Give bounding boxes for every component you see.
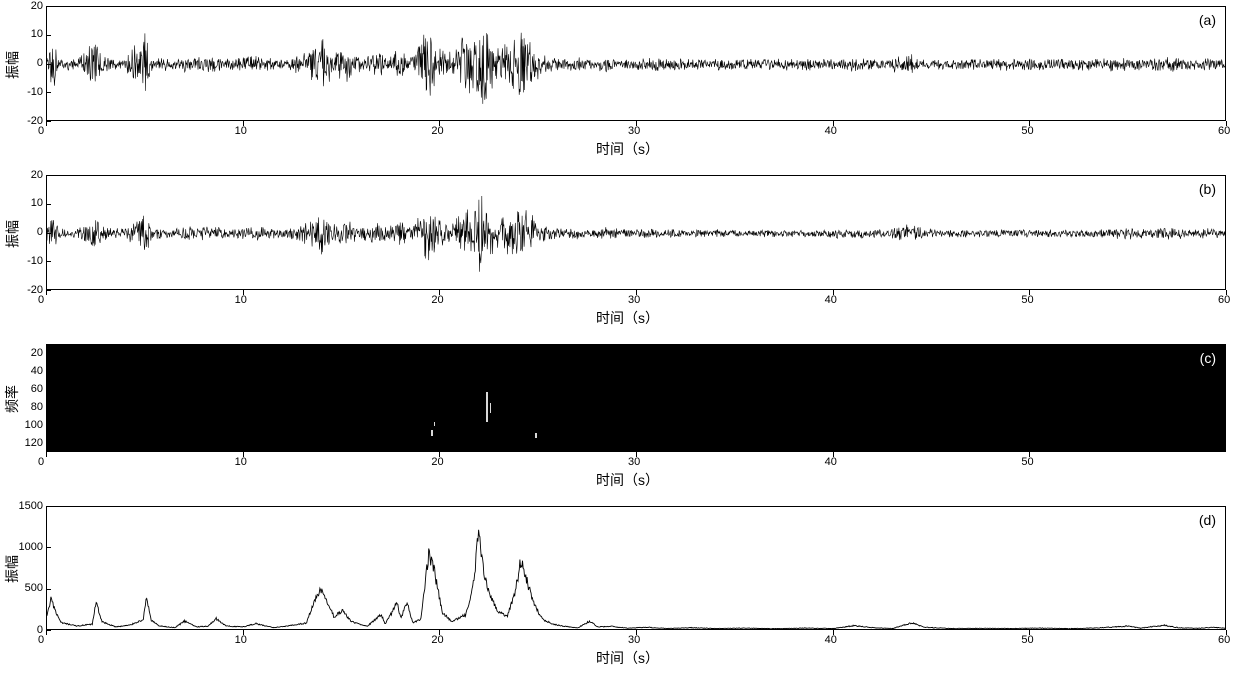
- xtick-label: 0: [38, 634, 44, 646]
- ytick-label: 1500: [19, 500, 43, 512]
- panel-b-ylabel: 振幅: [2, 176, 22, 291]
- xtick-label: 20: [431, 294, 443, 306]
- xtick-label: 50: [1021, 456, 1033, 468]
- panel-a-signal: [47, 7, 1226, 121]
- panel-d-ylabel: 振幅: [2, 507, 22, 631]
- spectrogram-speckle: [490, 403, 491, 413]
- spectrogram-speckle: [434, 422, 435, 426]
- xtick-label: 10: [235, 456, 247, 468]
- ytick-label: -10: [27, 86, 43, 98]
- panel-c-xlabel: 时间（s）: [596, 470, 659, 490]
- xtick-label: 30: [628, 294, 640, 306]
- panel-d-letter: (d): [1199, 512, 1216, 528]
- ytick-label: 20: [31, 169, 43, 181]
- panel-c-plot: [46, 344, 1226, 452]
- ytick-label: 120: [25, 437, 43, 449]
- ytick-label: 20: [31, 0, 43, 12]
- ytick-mark: [46, 547, 51, 548]
- xtick-label: 50: [1021, 634, 1033, 646]
- ytick-mark: [46, 35, 51, 36]
- xtick-label: 30: [628, 456, 640, 468]
- xtick-mark: [46, 452, 47, 457]
- panel-b-xlabel: 时间（s）: [596, 308, 659, 328]
- ytick-mark: [46, 92, 51, 93]
- xtick-label: 0: [38, 456, 44, 468]
- ytick-mark: [46, 64, 51, 65]
- xtick-label: 30: [628, 125, 640, 137]
- panel-d-xlabel: 时间（s）: [596, 648, 659, 668]
- ytick-label: -10: [27, 255, 43, 267]
- xtick-label: 0: [38, 294, 44, 306]
- xtick-label: 60: [1218, 634, 1230, 646]
- panel-b-letter: (b): [1199, 181, 1216, 197]
- ytick-mark: [46, 175, 51, 176]
- xtick-label: 60: [1218, 125, 1230, 137]
- xtick-label: 20: [431, 125, 443, 137]
- xtick-label: 40: [825, 634, 837, 646]
- xtick-mark: [46, 290, 47, 295]
- ytick-label: 0: [37, 57, 43, 69]
- xtick-label: 50: [1021, 125, 1033, 137]
- ytick-mark: [46, 589, 51, 590]
- ytick-label: 10: [31, 197, 43, 209]
- xtick-label: 40: [825, 125, 837, 137]
- spectrogram-speckle: [431, 430, 433, 436]
- panel-c-letter: (c): [1200, 350, 1216, 366]
- xtick-label: 10: [235, 125, 247, 137]
- ytick-label: 10: [31, 28, 43, 40]
- ytick-mark: [46, 6, 51, 7]
- xtick-mark: [46, 121, 47, 126]
- xtick-label: 10: [235, 634, 247, 646]
- ytick-label: 60: [31, 383, 43, 395]
- xtick-label: 30: [628, 634, 640, 646]
- xtick-label: 50: [1021, 294, 1033, 306]
- ytick-mark: [46, 389, 51, 390]
- panel-a-xlabel: 时间（s）: [596, 139, 659, 159]
- ytick-label: 40: [31, 365, 43, 377]
- xtick-label: 0: [38, 125, 44, 137]
- panel-d-plot: [46, 506, 1226, 630]
- ytick-mark: [46, 443, 51, 444]
- ytick-mark: [46, 353, 51, 354]
- spectrogram-speckle: [535, 433, 537, 438]
- panel-a-ylabel: 振幅: [2, 7, 22, 122]
- ytick-label: 80: [31, 401, 43, 413]
- panel-a-plot: [46, 6, 1226, 121]
- xtick-label: 40: [825, 294, 837, 306]
- xtick-label: 60: [1218, 294, 1230, 306]
- xtick-label: 20: [431, 456, 443, 468]
- xtick-label: 20: [431, 634, 443, 646]
- ytick-label: 0: [37, 226, 43, 238]
- spectrogram-speckle: [486, 392, 488, 422]
- panel-b-plot: [46, 175, 1226, 290]
- ytick-mark: [46, 233, 51, 234]
- xtick-mark: [46, 630, 47, 635]
- ytick-label: 20: [31, 347, 43, 359]
- ytick-mark: [46, 371, 51, 372]
- panel-a-letter: (a): [1199, 12, 1216, 28]
- figure-root: -20-10010200102030405060振幅时间（s）(a)-20-10…: [0, 0, 1239, 682]
- ytick-mark: [46, 506, 51, 507]
- ytick-label: 100: [25, 419, 43, 431]
- panel-c-ylabel: 频率: [2, 345, 22, 453]
- ytick-mark: [46, 425, 51, 426]
- panel-d-signal: [47, 507, 1226, 630]
- xtick-label: 10: [235, 294, 247, 306]
- ytick-mark: [46, 204, 51, 205]
- ytick-label: 500: [25, 582, 43, 594]
- ytick-mark: [46, 407, 51, 408]
- xtick-label: 40: [825, 456, 837, 468]
- ytick-label: 1000: [19, 541, 43, 553]
- panel-b-signal: [47, 176, 1226, 290]
- ytick-mark: [46, 261, 51, 262]
